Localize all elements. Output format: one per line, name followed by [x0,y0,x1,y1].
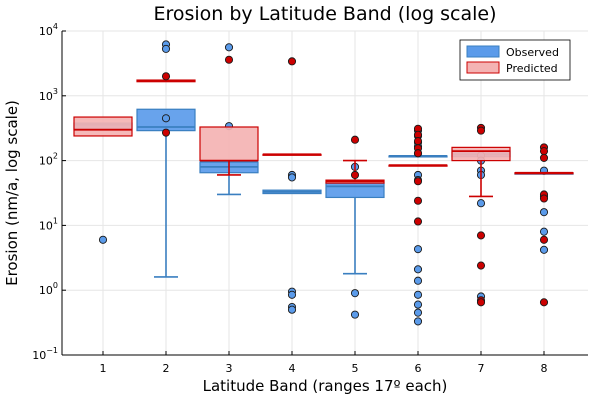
y-tick-label: 104 [39,22,58,38]
plot-area [73,40,574,326]
predicted-outlier-point [413,196,423,205]
observed-outlier-point [413,317,423,326]
observed-outlier-point [413,290,423,299]
y-tick-label: 10−1 [32,346,58,362]
predicted-outlier-point [413,149,423,158]
observed-box-4 [262,170,322,314]
predicted-outlier-point [161,128,171,137]
predicted-outlier-point [413,137,423,146]
observed-outlier-point [539,208,549,217]
x-tick-label: 2 [163,362,170,375]
predicted-box-7 [451,123,511,307]
predicted-box-2 [136,72,196,137]
predicted-box-5 [325,135,385,184]
y-tick-label: 101 [39,216,58,232]
observed-outlier-point [350,289,360,298]
observed-outlier-point [413,300,423,309]
x-tick-label: 4 [289,362,296,375]
observed-outlier-point [287,173,297,182]
observed-outlier-point [413,308,423,317]
predicted-box-4 [262,57,322,156]
observed-outlier-point [413,265,423,274]
legend-swatch-observed [466,45,500,58]
observed-outlier-point [539,245,549,254]
observed-outlier-point [413,245,423,254]
observed-outlier-point [287,290,297,299]
observed-outlier-point [539,227,549,236]
legend: Observed Predicted [459,39,571,81]
predicted-outlier-point [161,72,171,81]
predicted-outlier-point [350,170,360,180]
y-tick-label: 100 [39,281,58,297]
chart-title: Erosion by Latitude Band (log scale) [153,3,496,25]
x-tick-label: 1 [100,362,107,375]
observed-outlier-point [287,305,297,314]
observed-outlier-point [476,199,486,208]
observed-outlier-point [161,114,171,123]
legend-label-observed: Observed [506,46,559,59]
x-tick-label: 7 [478,362,485,375]
predicted-outlier-point [476,126,486,135]
observed-box-body [325,182,385,199]
y-tick-label: 102 [39,152,58,168]
predicted-outlier-point [350,135,360,144]
observed-outlier-point [98,235,108,244]
predicted-box-1 [73,116,133,137]
x-tick-label: 6 [415,362,422,375]
grid-lines [62,30,588,356]
predicted-outlier-point [476,231,486,240]
observed-outlier-point [350,310,360,319]
predicted-outlier-point [476,298,486,307]
predicted-box-body [73,116,133,137]
observed-outlier-point [224,43,234,52]
legend-label-predicted: Predicted [506,62,558,75]
predicted-box-body [451,146,511,162]
observed-outlier-point [161,44,171,53]
x-tick-label: 3 [226,362,233,375]
predicted-box-3 [199,55,259,176]
y-axis-label: Erosion (nm/a, log scale) [3,100,21,286]
predicted-outlier-point [224,55,234,64]
x-tick-label: 8 [541,362,548,375]
observed-outlier-point [413,276,423,285]
predicted-outlier-point [539,147,549,156]
predicted-outlier-point [539,235,549,244]
y-tick-label: 103 [39,87,58,103]
predicted-outlier-point [539,153,549,162]
predicted-box-body [199,126,259,162]
predicted-outlier-point [413,217,423,226]
predicted-outlier-point [476,261,486,270]
legend-swatch-predicted [466,61,500,74]
predicted-outlier-point [539,298,549,307]
predicted-outlier-point [539,194,549,203]
axes: 1 2 3 4 5 6 7 8 10−1 100 101 102 103 104 [32,22,588,375]
observed-box-5 [325,162,385,319]
predicted-box-8 [514,143,574,307]
predicted-outlier-point [413,177,423,186]
x-tick-label: 5 [352,362,359,375]
predicted-outlier-point [287,57,297,66]
x-axis-label: Latitude Band (ranges 17º each) [203,377,448,395]
predicted-box-6 [388,124,448,226]
